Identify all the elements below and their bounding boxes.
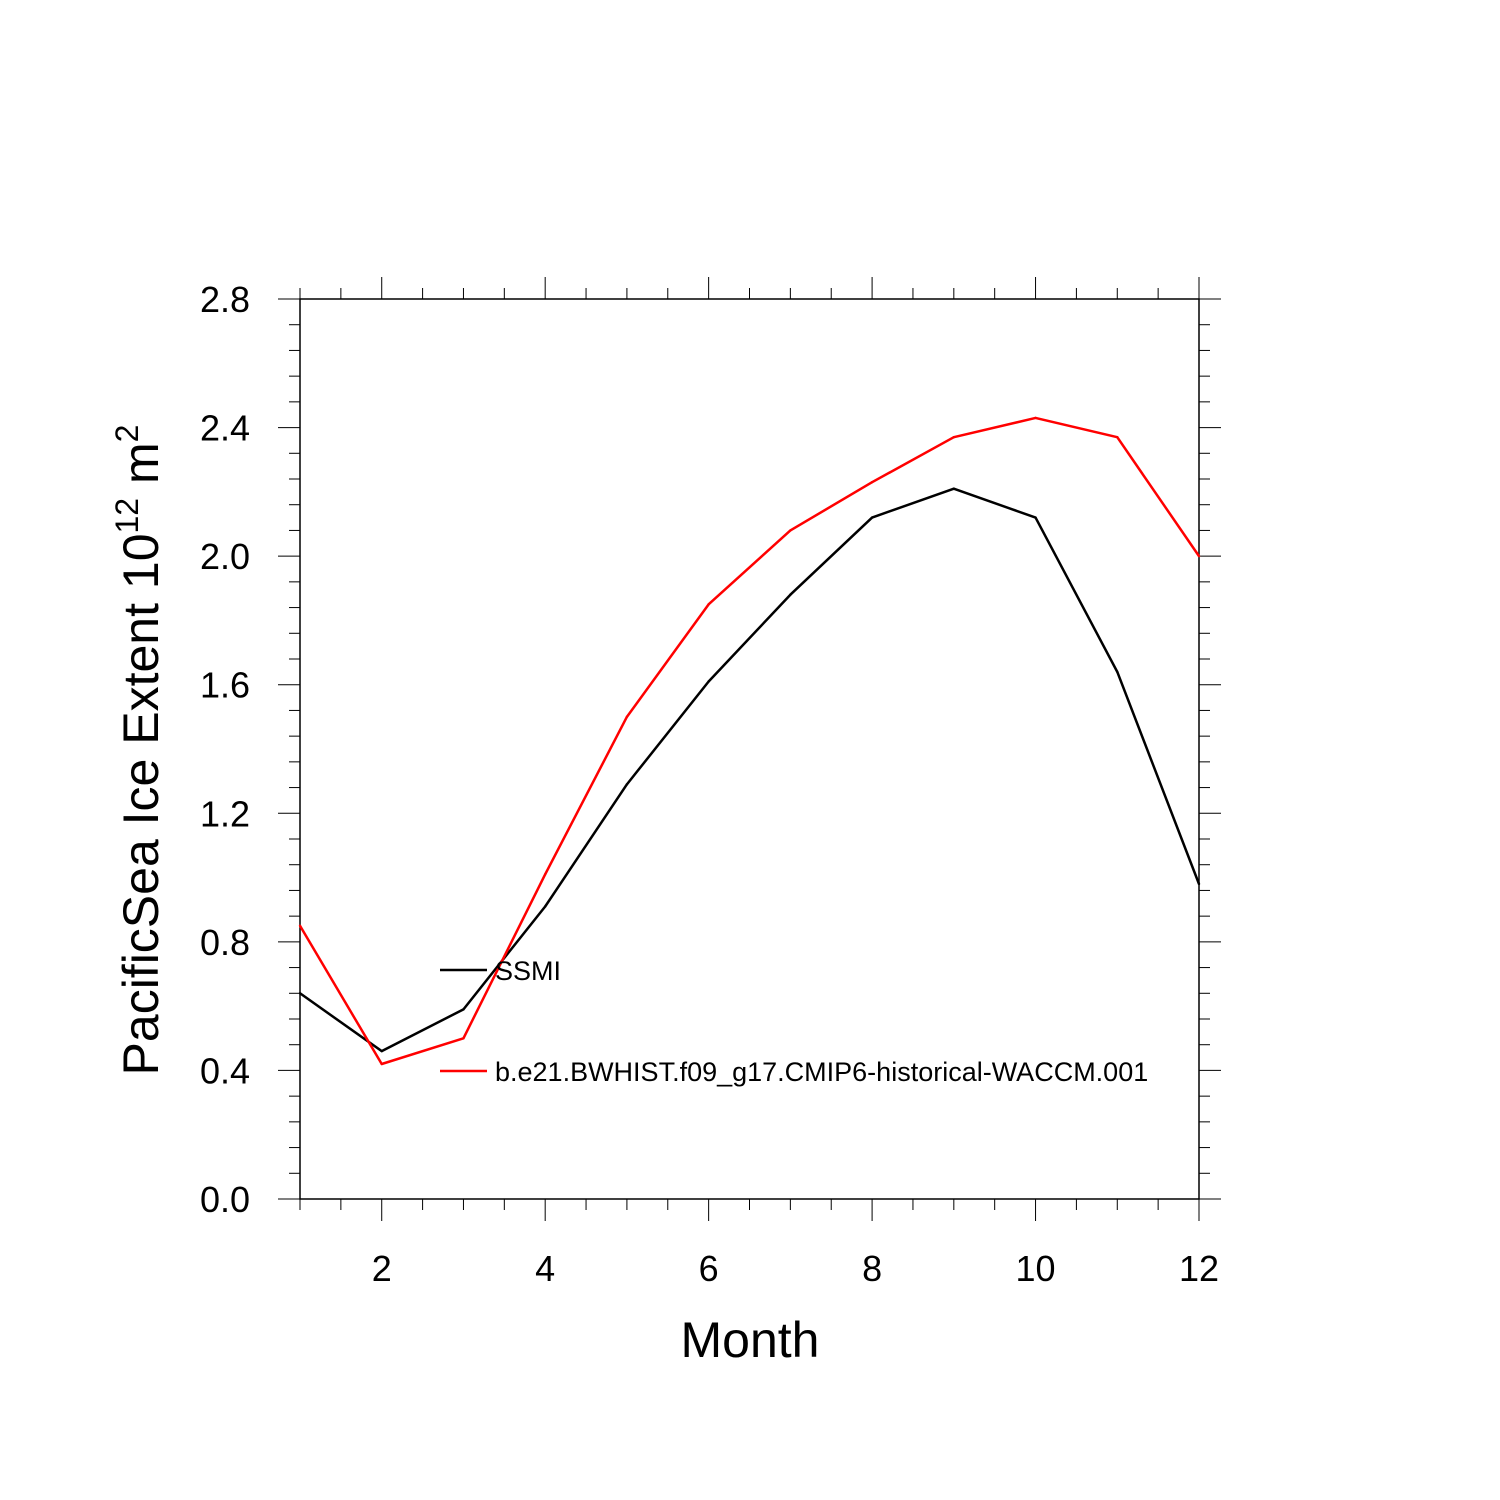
data-point	[380, 1049, 383, 1053]
data-series	[298, 416, 1201, 1066]
axis-ticks	[278, 277, 1221, 1221]
y-tick-label: 2.0	[200, 536, 250, 577]
x-tick-label: 2	[372, 1248, 392, 1289]
y-tick-label: 0.0	[200, 1179, 250, 1220]
y-tick-label: 2.4	[200, 408, 250, 449]
data-point	[1116, 436, 1119, 439]
x-tick-label: 10	[1016, 1248, 1056, 1289]
data-point	[789, 593, 792, 596]
data-point	[543, 873, 547, 876]
data-point	[543, 905, 547, 908]
data-point	[298, 992, 302, 995]
data-point	[1116, 670, 1119, 674]
series-line-2	[298, 416, 1201, 1066]
y-tick-label: 1.6	[200, 665, 250, 706]
x-tick-label: 8	[862, 1248, 882, 1289]
y-axis-title: PacificSea Ice Extent 1012 m2	[109, 425, 169, 1076]
x-axis-title: Month	[681, 1312, 820, 1368]
data-point	[298, 924, 302, 927]
data-point	[789, 529, 792, 532]
data-point	[380, 1062, 383, 1066]
data-point	[1197, 554, 1201, 558]
legend-label: b.e21.BWHIST.f09_g17.CMIP6-historical-WA…	[495, 1057, 1148, 1087]
data-point	[1034, 516, 1037, 519]
tick-labels: 2 4 6 8 10 12 0.0 0.4 0.8 1.2 1.6 2.0 2.4 2.8	[200, 279, 1219, 1289]
data-point	[625, 715, 629, 719]
data-point	[870, 516, 874, 519]
data-point	[870, 481, 874, 484]
data-point	[462, 1037, 465, 1040]
y-tick-label: 0.8	[200, 922, 250, 963]
data-point	[1197, 882, 1201, 886]
y-tick-label: 2.8	[200, 279, 250, 320]
x-tick-label: 4	[535, 1248, 555, 1289]
y-tick-label: 1.2	[200, 793, 250, 834]
data-point	[1034, 416, 1037, 420]
y-tick-label: 0.4	[200, 1050, 250, 1091]
series-line-1	[299, 487, 1201, 1053]
data-point	[462, 1008, 465, 1011]
data-point	[625, 783, 629, 786]
data-point	[952, 487, 956, 490]
x-tick-label: 12	[1179, 1248, 1219, 1289]
x-tick-label: 6	[699, 1248, 719, 1289]
legend-label: SSMI	[495, 956, 561, 986]
legend: SSMI b.e21.BWHIST.f09_g17.CMIP6-historica…	[440, 956, 1148, 1087]
data-point	[707, 680, 710, 683]
data-point	[952, 436, 956, 439]
data-point	[707, 603, 710, 606]
